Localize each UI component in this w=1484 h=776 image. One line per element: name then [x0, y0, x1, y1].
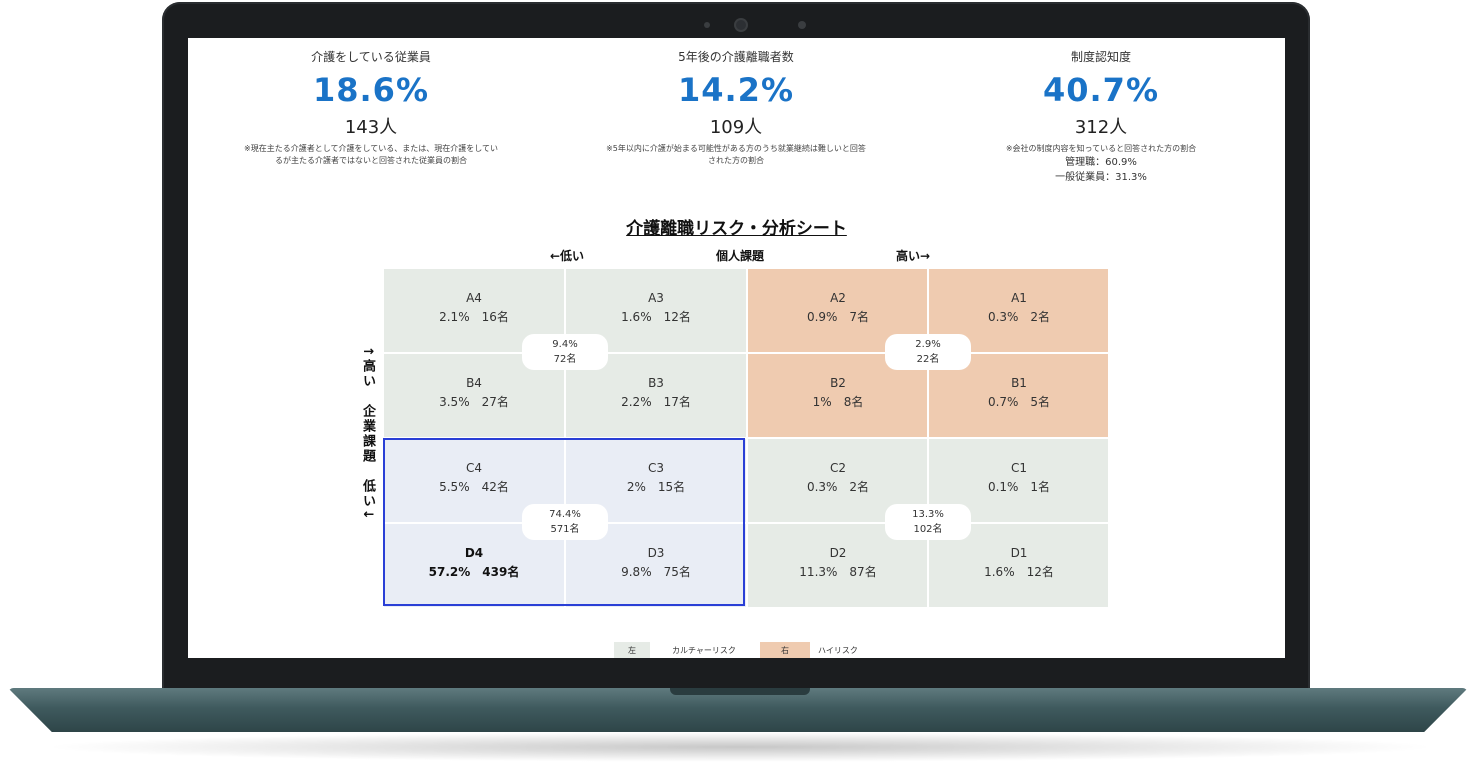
cell-code: D2	[829, 546, 847, 560]
stat-note: ※5年以内に介護が始まる可能性がある方のうち就業継続は難しいと回答された方の割合	[606, 144, 866, 165]
stat-label: 介護をしている従業員	[311, 50, 431, 64]
cell-value: 0.9% 7名	[806, 310, 870, 324]
summary-percent: 74.4%	[549, 509, 581, 520]
cell-value: 1% 8名	[812, 395, 864, 409]
cell-b2: B2 1% 8名	[748, 354, 928, 436]
cell-value: 1.6% 12名	[621, 310, 691, 324]
cell-code: A1	[1011, 291, 1027, 305]
cell-value: 0.3% 2名	[987, 310, 1051, 324]
cell-value: 0.7% 5名	[987, 395, 1051, 409]
x-axis-label: 個人課題	[716, 249, 765, 263]
cell-c2: C2 0.3% 2名	[748, 439, 928, 521]
cell-c4: C4 5.5% 42名	[384, 439, 564, 521]
legend-swatch-culture-risk: 左	[614, 642, 650, 658]
laptop-screen: 介護をしている従業員 18.6% 143人 ※現在主たる介護者として介護をしてい…	[188, 38, 1285, 658]
cell-d2: D2 11.3% 87名	[748, 524, 928, 606]
stat-count: 143人	[344, 117, 398, 138]
cell-value: 57.2% 439名	[428, 565, 520, 579]
summary-count: 22名	[916, 354, 940, 365]
cell-a3: A3 1.6% 12名	[566, 269, 746, 351]
stat-count: 312人	[1074, 117, 1128, 138]
cell-code: A3	[648, 291, 664, 305]
x-axis-low: ←低い	[550, 249, 585, 263]
highlight-border	[383, 438, 745, 606]
cell-code: C2	[829, 461, 846, 475]
cell-code: C3	[647, 461, 664, 475]
stat-label: 5年後の介護離職者数	[678, 50, 794, 64]
laptop-shadow	[40, 732, 1440, 762]
summary-percent: 13.3%	[912, 509, 944, 520]
x-axis-high: 高い→	[896, 249, 931, 263]
cell-value: 1.6% 12名	[984, 565, 1054, 579]
cell-b3: B3 2.2% 17名	[566, 354, 746, 436]
cell-d4: D4 57.2% 439名	[384, 524, 564, 606]
cell-code: B3	[648, 376, 664, 390]
legend-swatch-high-risk: 右	[760, 642, 810, 658]
stat-label: 制度認知度	[1070, 50, 1131, 64]
cell-code: C1	[1010, 461, 1027, 475]
cell-code: D3	[647, 546, 665, 560]
cell-b4: B4 3.5% 27名	[384, 354, 564, 436]
stat-count: 109人	[709, 117, 763, 138]
stat-caregiving-employees: 介護をしている従業員 18.6% 143人 ※現在主たる介護者として介護をしてい…	[221, 48, 521, 167]
stat-note: ※現在主たる介護者として介護をしている、または、現在介護をしているが主たる介護者…	[244, 144, 498, 165]
quadrant-summary-bottom-left: 74.4% 571名	[522, 504, 608, 540]
stat-percent: 18.6%	[312, 71, 429, 109]
quadrant-summary-bottom-right: 13.3% 102名	[885, 504, 971, 540]
cell-code: B2	[830, 376, 846, 390]
sensor-dot	[798, 21, 806, 29]
cell-value: 11.3% 87名	[799, 565, 877, 579]
cell-code: B4	[466, 376, 482, 390]
sheet-title: 介護離職リスク・分析シート	[626, 219, 847, 239]
cell-code: D4	[464, 546, 484, 560]
stat-general-staff: 一般従業員：31.3%	[1055, 172, 1147, 183]
cell-code: B1	[1011, 376, 1027, 390]
cell-value: 9.8% 75名	[621, 565, 691, 579]
summary-percent: 9.4%	[552, 339, 578, 350]
quadrant-summary-top-left: 9.4% 72名	[522, 334, 608, 370]
cell-c3: C3 2% 15名	[566, 439, 746, 521]
cell-value: 0.3% 2名	[806, 480, 870, 494]
grid-line	[384, 522, 1108, 524]
legend-label-high-risk: ハイリスク	[818, 646, 858, 655]
cell-value: 2% 15名	[626, 480, 686, 494]
stat-managers: 管理職：60.9%	[1065, 157, 1137, 168]
summary-percent: 2.9%	[915, 339, 941, 350]
cell-d3: D3 9.8% 75名	[566, 524, 746, 606]
legend-label-culture-risk: カルチャーリスク	[672, 646, 736, 655]
summary-count: 72名	[553, 354, 577, 365]
laptop-base	[8, 688, 1468, 732]
cell-d1: D1 1.6% 12名	[929, 524, 1109, 606]
cell-code: A2	[830, 291, 846, 305]
y-axis-label: ↑高い 企業課題 低い↓	[360, 346, 375, 522]
cell-b1: B1 0.7% 5名	[929, 354, 1109, 436]
cell-a4: A4 2.1% 16名	[384, 269, 564, 351]
cell-a1: A1 0.3% 2名	[929, 269, 1109, 351]
laptop-hinge	[670, 688, 810, 695]
sensor-dot	[704, 22, 710, 28]
stat-policy-awareness: 制度認知度 40.7% 312人 ※会社の制度内容を知っていると回答された方の割…	[951, 48, 1251, 185]
grid-line	[384, 352, 1108, 354]
summary-count: 102名	[913, 524, 943, 535]
cell-value: 3.5% 27名	[439, 395, 509, 409]
cell-a2: A2 0.9% 7名	[748, 269, 928, 351]
cell-value: 0.1% 1名	[987, 480, 1051, 494]
cell-c1: C1 0.1% 1名	[929, 439, 1109, 521]
grid-line	[927, 269, 929, 607]
stat-percent: 14.2%	[677, 71, 794, 109]
cell-value: 2.1% 16名	[439, 310, 509, 324]
stat-turnover-5years: 5年後の介護離職者数 14.2% 109人 ※5年以内に介護が始まる可能性がある…	[586, 48, 886, 167]
cell-code: C4	[465, 461, 482, 475]
cell-value: 5.5% 42名	[439, 480, 509, 494]
cell-code: D1	[1010, 546, 1028, 560]
stat-note: ※会社の制度内容を知っていると回答された方の割合	[1005, 144, 1197, 153]
cell-value: 2.2% 17名	[621, 395, 691, 409]
cell-code: A4	[466, 291, 482, 305]
camera-icon	[736, 20, 746, 30]
stat-percent: 40.7%	[1042, 71, 1159, 109]
quadrant-summary-top-right: 2.9% 22名	[885, 334, 971, 370]
summary-count: 571名	[550, 524, 580, 535]
